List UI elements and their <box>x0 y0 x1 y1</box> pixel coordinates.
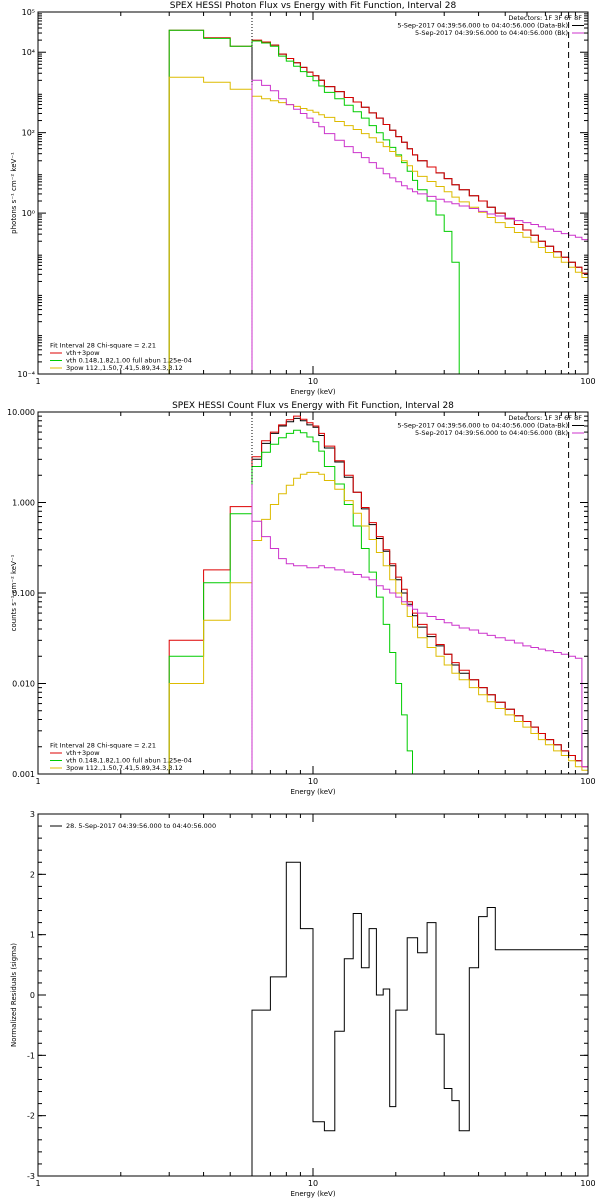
x-tick-label: 1 <box>35 377 40 386</box>
x-tick-label: 100 <box>580 777 595 786</box>
y-tick-label: 0 <box>30 991 35 1000</box>
series-line-4 <box>168 76 588 374</box>
annotation-line-1: Detectors: 1F 3F 6F 8F <box>508 414 582 422</box>
annotation-line-2: 5-Sep-2017 04:39:56.000 to 04:40:56.000 … <box>397 422 568 430</box>
y-tick-label: 1 <box>30 931 35 940</box>
y-tick-label: 1.000 <box>12 499 35 508</box>
y-axis-label: Normalized Residuals (sigma) <box>10 943 18 1047</box>
x-tick-label: 10 <box>308 777 318 786</box>
chart-panel-2: SPEX HESSI Count Flux vs Energy with Fit… <box>7 401 596 796</box>
annotation-line-2: 5-Sep-2017 04:39:56.000 to 04:40:56.000 … <box>397 22 568 30</box>
legend-entry-3: vth 0.148,1.82,1.00 full abun 1.25e-04 <box>66 757 192 765</box>
annotation-line-3: 5-Sep-2017 04:39:56.000 to 04:40:56.000 … <box>415 29 568 37</box>
chart-title: SPEX HESSI Count Flux vs Energy with Fit… <box>172 401 454 411</box>
legend-entry-2: vth+3pow <box>66 749 100 757</box>
y-tick-label: 0.010 <box>12 680 35 689</box>
y-tick-label: 10⁴ <box>22 48 35 57</box>
chart-panel-3: 1 10 100 -3 -2 -1 0 1 2 3 Energy (keV) Normalized R… <box>10 810 596 1198</box>
x-tick-label: 10 <box>308 1179 318 1188</box>
y-axis-label: photons s⁻¹ cm⁻² keV⁻¹ <box>10 152 18 234</box>
legend-entry-3: vth 0.148,1.82,1.00 full abun 1.25e-04 <box>66 357 192 365</box>
plot-frame <box>37 411 589 775</box>
y-tick-label: 10.000 <box>7 408 35 417</box>
chart-panel-1: SPEX HESSI Photon Flux vs Energy with Fi… <box>10 1 596 396</box>
x-axis-label: Energy (keV) <box>290 388 335 396</box>
series-line-1 <box>251 861 588 1176</box>
y-tick-label: 2 <box>30 870 35 879</box>
x-axis-label: Energy (keV) <box>290 1190 335 1198</box>
legend-entry-1: Fit Interval 28 Chi-square = 2.21 <box>50 342 156 350</box>
y-tick-label: 10⁵ <box>22 8 35 17</box>
series-line-2 <box>168 415 588 774</box>
annotation-line-1: Detectors: 1F 3F 6F 8F <box>508 14 582 22</box>
series-line-1 <box>251 417 588 774</box>
series-line-5 <box>251 520 588 774</box>
y-tick-label: 10⁰ <box>22 209 35 218</box>
y-tick-label: 10² <box>22 129 35 138</box>
series-line-2 <box>168 29 588 374</box>
series-line-4 <box>168 471 588 774</box>
y-tick-label: -3 <box>27 1172 35 1181</box>
legend-entry-2: vth+3pow <box>66 349 100 357</box>
chart-title: SPEX HESSI Photon Flux vs Energy with Fi… <box>170 1 457 11</box>
legend-entry-4: 3pow 112.,1.50,7.41,5.89,34.3,3.12 <box>66 764 183 772</box>
x-tick-label: 1 <box>35 777 40 786</box>
plot-frame <box>37 11 589 375</box>
series-line-1 <box>251 40 588 374</box>
x-axis-label: Energy (keV) <box>290 788 335 796</box>
series-line-5 <box>251 79 588 374</box>
y-tick-label: 3 <box>30 810 35 819</box>
annotation-line-3: 5-Sep-2017 04:39:56.000 to 04:40:56.000 … <box>415 429 568 437</box>
y-tick-label: 0.100 <box>12 589 35 598</box>
x-tick-label: 1 <box>35 1179 40 1188</box>
series-line-3 <box>168 29 470 374</box>
y-tick-label: 10⁻⁴ <box>17 370 35 379</box>
legend-entry-4: 3pow 112.,1.50,7.41,5.89,34.3,3.12 <box>66 364 183 372</box>
x-tick-label: 100 <box>580 377 595 386</box>
legend-entry-1: Fit Interval 28 Chi-square = 2.21 <box>50 742 156 750</box>
y-tick-label: -2 <box>27 1112 35 1121</box>
x-tick-label: 100 <box>580 1179 595 1188</box>
y-tick-label: 0.001 <box>12 770 35 779</box>
x-tick-label: 10 <box>308 377 318 386</box>
legend-entry-1: 28. 5-Sep-2017 04:39:56.000 to 04:40:56.… <box>66 822 216 830</box>
y-tick-label: -1 <box>27 1051 35 1060</box>
y-axis-label: counts s⁻¹ cm⁻² keV⁻¹ <box>10 554 18 631</box>
series-group <box>168 415 588 774</box>
series-group <box>168 29 588 374</box>
series-group <box>251 861 588 1176</box>
series-line-3 <box>168 429 436 774</box>
